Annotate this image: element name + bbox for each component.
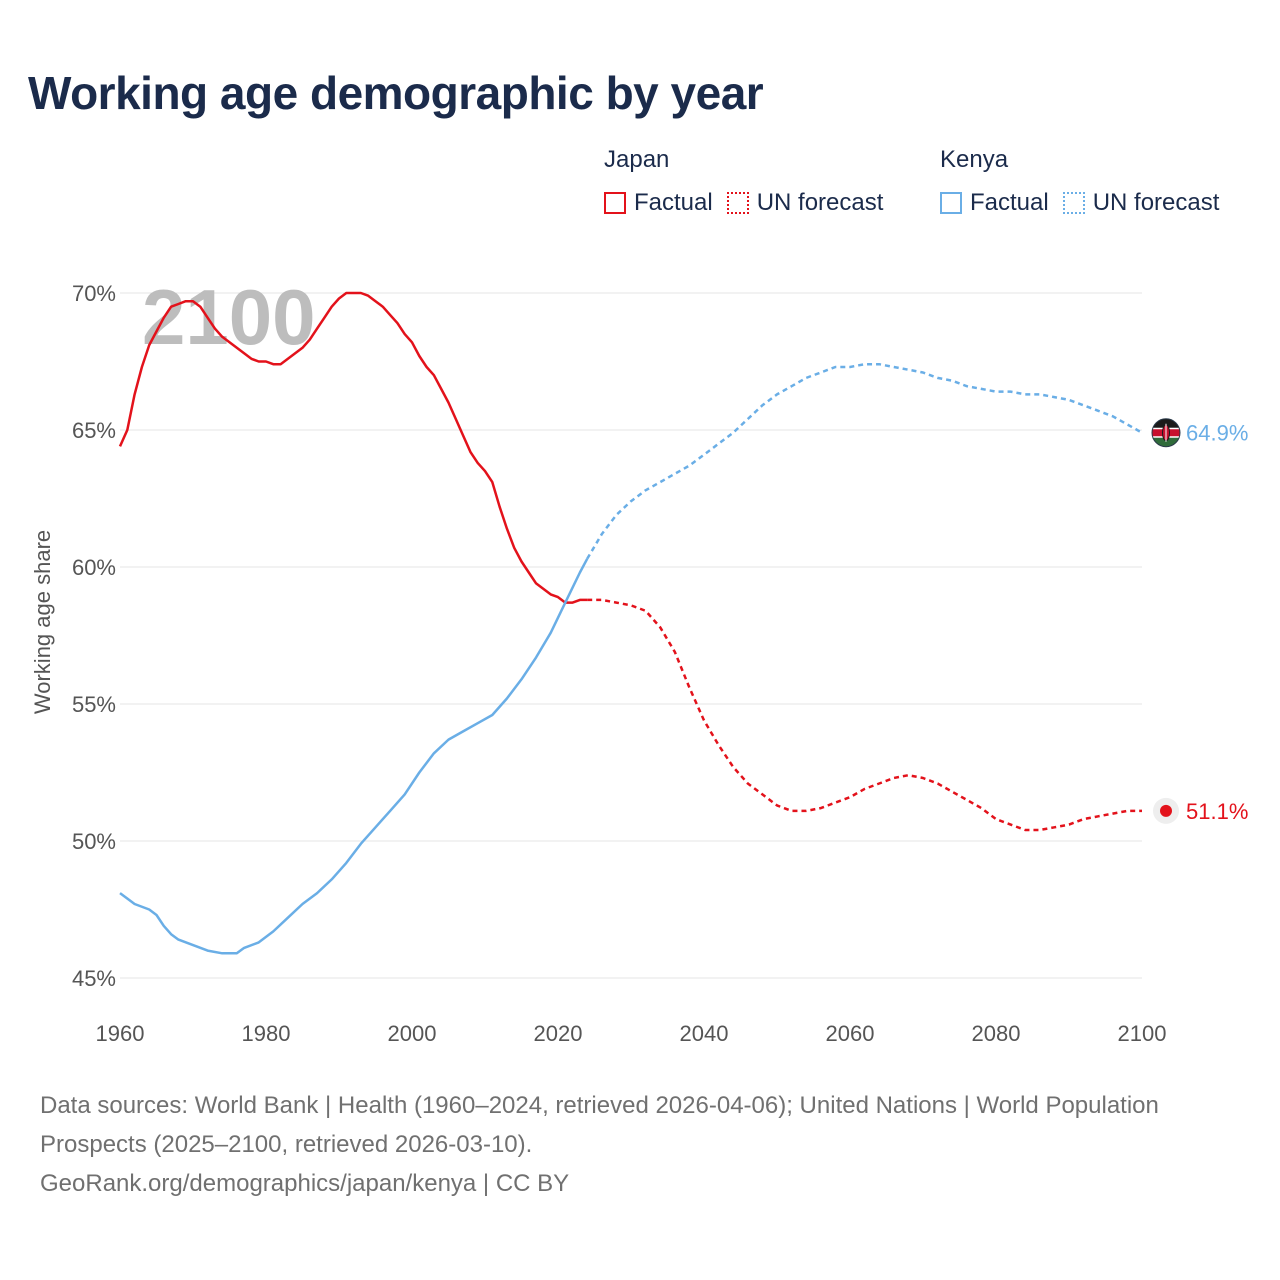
y-tick-label: 70% [72,281,116,306]
x-tick-label: 2000 [388,1021,437,1046]
legend-kenya-factual-label: Factual [970,189,1049,216]
kenya-factual-swatch [940,192,962,214]
legend-kenya: Kenya Factual UN forecast [940,146,1233,218]
y-tick-label: 50% [72,829,116,854]
legend-japan-factual-label: Factual [634,189,713,216]
x-tick-label: 1960 [96,1021,145,1046]
x-tick-label: 2060 [826,1021,875,1046]
y-tick-label: 65% [72,418,116,443]
series-lines [118,291,1143,955]
footer-attribution: GeoRank.org/demographics/japan/kenya | C… [40,1170,570,1197]
japan-forecast-swatch [726,192,749,214]
gridlines [120,292,1142,979]
legend-japan-factual[interactable]: Factual [604,189,713,217]
japan-end-label: 51.1% [1186,799,1248,824]
legend-kenya-factual[interactable]: Factual [940,189,1049,217]
kenya-factual-line [119,558,589,955]
y-axis-label: Working age share [30,530,55,714]
legend-kenya-title: Kenya [940,146,1009,173]
line-chart: 2100 45% 50% 55% 60% 65% 70% 1960 1980 2000 2020… [30,273,1248,1046]
x-axis-ticks: 1960 1980 2000 2020 2040 2060 2080 2100 [96,1021,1167,1046]
chart-title: Working age demographic by year [28,67,764,119]
japan-forecast-line [587,598,1142,832]
end-markers: 51.1% 64.9% [1151,418,1248,824]
legend-kenya-forecast-label: UN forecast [1092,189,1220,216]
x-tick-label: 2080 [972,1021,1021,1046]
x-tick-label: 2020 [534,1021,583,1046]
x-tick-label: 1980 [242,1021,291,1046]
x-tick-label: 2100 [1118,1021,1167,1046]
y-tick-label: 60% [72,555,116,580]
kenya-flag-icon [1151,418,1181,448]
japan-factual-swatch [604,192,626,214]
japan-factual-line [118,291,588,604]
kenya-forecast-swatch [1062,192,1085,214]
year-watermark: 2100 [142,273,316,361]
japan-end-marker [1160,804,1172,817]
y-tick-label: 55% [72,692,116,717]
kenya-forecast-line [586,362,1143,560]
legend-japan-forecast-label: UN forecast [756,189,884,216]
kenya-end-label: 64.9% [1186,421,1248,446]
footer-sources: Data sources: World Bank | Health (1960–… [40,1092,1159,1158]
legend-japan-title: Japan [604,146,670,173]
legend-japan-forecast[interactable]: UN forecast [726,189,884,217]
y-tick-label: 45% [72,966,116,991]
legend-japan: Japan Factual UN forecast [604,146,897,218]
x-tick-label: 2040 [680,1021,729,1046]
y-axis-ticks: 45% 50% 55% 60% 65% 70% [72,281,116,991]
footer: Data sources: World Bank | Health (1960–… [40,1086,1220,1203]
legend-kenya-forecast[interactable]: UN forecast [1062,189,1220,217]
